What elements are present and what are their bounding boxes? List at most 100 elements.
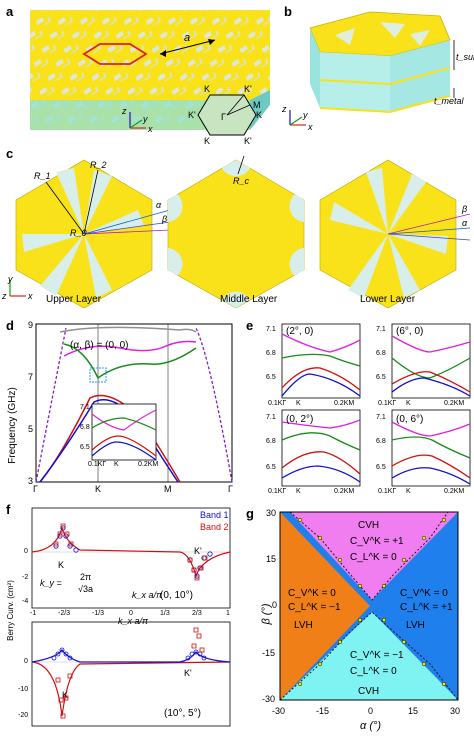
e-ytick-a1: 7.1 <box>266 326 276 333</box>
f-top-ytick-m4: -4 <box>22 598 29 605</box>
panel-f-bottom-label: (10°, 5°) <box>164 708 201 719</box>
inset-ytick-1: 7.1 <box>80 404 90 411</box>
ky-label: k_y = <box>40 578 62 588</box>
e-ytick-c1: 7.1 <box>266 414 276 421</box>
panel-f-bottom-k: K <box>62 690 69 700</box>
panel-b-unit-cell-3d <box>289 11 455 126</box>
e-xtick-b1: 0.1KΓ <box>378 400 397 407</box>
region-left-line1: C_V^K = 0 <box>288 588 336 599</box>
alpha-label-upper: α <box>156 200 162 210</box>
panel-c-axis-y: y <box>8 274 13 284</box>
g-xtick-m15: -15 <box>316 706 330 716</box>
inset-xtick-1: 0.1KΓ <box>88 461 107 468</box>
panel-d-ytick-3: 3 <box>28 476 34 486</box>
region-left-line2: C_L^K = −1 <box>288 602 341 613</box>
R2-label: R_2 <box>90 160 107 170</box>
panel-g-phase-diagram <box>279 511 459 701</box>
panel-f-ylabel: Berry Curv. (cm²) <box>5 580 15 641</box>
inset-ytick-2: 6.8 <box>80 424 90 431</box>
panel-f-letter: f <box>6 502 11 517</box>
e-xtick-c2: K <box>296 488 301 495</box>
bz-k-bottom-right: K' <box>244 136 252 146</box>
R0-label: R_0 <box>70 228 87 238</box>
e-xtick-b2: K <box>406 400 411 407</box>
panel-f-top-k: K <box>58 560 65 570</box>
panel-b-axis-x: x <box>308 122 313 132</box>
alpha-label-lower: α <box>462 218 468 228</box>
legend-band1: Band 1 <box>200 510 229 520</box>
e-xtick-c3: 0.2KM <box>334 488 355 495</box>
g-ytick-m30: -30 <box>262 694 276 704</box>
panel-b-axis-y: y <box>303 110 308 120</box>
subplot-e2 <box>391 323 471 399</box>
beta-label-upper: β <box>162 214 168 224</box>
middle-layer-hexagon <box>167 155 305 309</box>
e-ytick-b1: 7.1 <box>376 326 386 333</box>
f-top-xtick-2: -2/3 <box>58 610 71 617</box>
e-xtick-a1: 0.1KΓ <box>268 400 287 407</box>
panel-d-inset <box>91 403 157 461</box>
subplot-e3 <box>281 409 361 487</box>
lattice-constant-label: a <box>184 32 191 44</box>
panel-a-axis-z: z <box>122 106 127 116</box>
panel-a-metasurface <box>30 10 270 136</box>
f-top-xtick-3: -1/3 <box>92 610 105 617</box>
panel-g-letter: g <box>246 506 254 521</box>
g-ytick-15: 15 <box>266 554 277 564</box>
f-top-ytick-m2: -2 <box>22 574 29 581</box>
panel-b-letter: b <box>284 4 292 19</box>
e-ytick-d1: 7.1 <box>376 414 386 421</box>
bz-k-right: K <box>256 110 263 120</box>
f-top-ytick-0: 0 <box>24 548 28 555</box>
subplot-e4-label: (0, 6°) <box>396 414 424 425</box>
g-xtick-15: 15 <box>408 706 419 716</box>
lower-layer-label: Lower Layer <box>360 294 416 305</box>
subplot-e3-label: (0, 2°) <box>286 414 314 425</box>
panel-d-ytick-7: 7 <box>28 372 34 382</box>
region-right-line1: C_V^K = 0 <box>400 588 448 599</box>
legend-band2: Band 2 <box>200 522 229 532</box>
subplot-e1 <box>281 323 361 399</box>
bz-k-top-left: K <box>204 84 211 94</box>
upper-layer-label: Upper Layer <box>46 294 102 305</box>
panel-c-letter: c <box>6 146 14 161</box>
bz-k-bottom-left: K <box>204 136 211 146</box>
region-left-name: LVH <box>294 620 313 631</box>
f-top-xtick-5: 1/3 <box>160 610 170 617</box>
e-ytick-c2: 6.8 <box>266 438 276 445</box>
t-sub-label: t_sub <box>456 52 474 62</box>
panel-e-subplots <box>281 323 471 487</box>
bz-m: M <box>253 100 261 110</box>
lower-layer-hexagon <box>319 159 471 309</box>
upper-layer-hexagon <box>15 159 171 309</box>
e-xtick-a2: K <box>296 400 301 407</box>
e-ytick-d2: 6.8 <box>376 438 386 445</box>
panel-d-ylabel: Frequency (GHz) <box>6 387 18 464</box>
panel-a-axis-x: x <box>148 124 153 134</box>
middle-layer-label: Middle Layer <box>220 294 278 305</box>
f-bot-ytick-m20: -20 <box>18 712 29 719</box>
f-top-xtick-7: 1 <box>226 610 230 617</box>
inset-xtick-3: 0.2KM <box>138 461 159 468</box>
t-metal-label: t_metal <box>434 96 464 106</box>
bz-k-top-right: K' <box>244 84 252 94</box>
panel-f-top-kprime: K' <box>194 546 202 556</box>
panel-f-mid-xlabel: k_x a/π <box>118 616 149 626</box>
bottom-band2-markers <box>55 627 205 719</box>
bz-gamma: Γ <box>221 112 226 122</box>
panel-f-top-label: (0, 10°) <box>160 590 193 601</box>
panel-f-berry-curvature <box>31 507 231 727</box>
Rc-label: R_c <box>233 176 250 186</box>
g-ytick-m15: -15 <box>262 648 276 658</box>
e-ytick-a2: 6.8 <box>266 350 276 357</box>
region-top-name: CVH <box>358 520 380 531</box>
panel-d-band-structure <box>35 323 233 483</box>
panel-c-axis-x: x <box>28 291 33 301</box>
region-bottom-line1: C_V^K = −1 <box>350 650 404 661</box>
panel-d-ytick-5: 5 <box>28 424 34 434</box>
region-top-line2: C_L^K = 0 <box>350 552 397 563</box>
e-ytick-c3: 6.5 <box>266 464 276 471</box>
unit-cell-outline <box>82 43 148 65</box>
ky-denominator: √3a <box>78 584 93 594</box>
R1-label: R_1 <box>34 171 51 181</box>
